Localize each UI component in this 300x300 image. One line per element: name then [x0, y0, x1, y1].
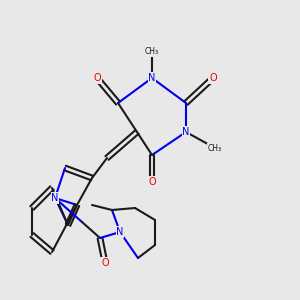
Text: O: O: [209, 73, 217, 83]
Text: N: N: [51, 193, 59, 203]
Text: N: N: [148, 73, 156, 83]
Text: O: O: [101, 258, 109, 268]
Text: O: O: [148, 177, 156, 187]
Text: CH₃: CH₃: [145, 47, 159, 56]
Text: O: O: [93, 73, 101, 83]
Text: CH₃: CH₃: [208, 143, 222, 152]
Text: N: N: [182, 127, 190, 137]
Text: N: N: [116, 227, 124, 237]
